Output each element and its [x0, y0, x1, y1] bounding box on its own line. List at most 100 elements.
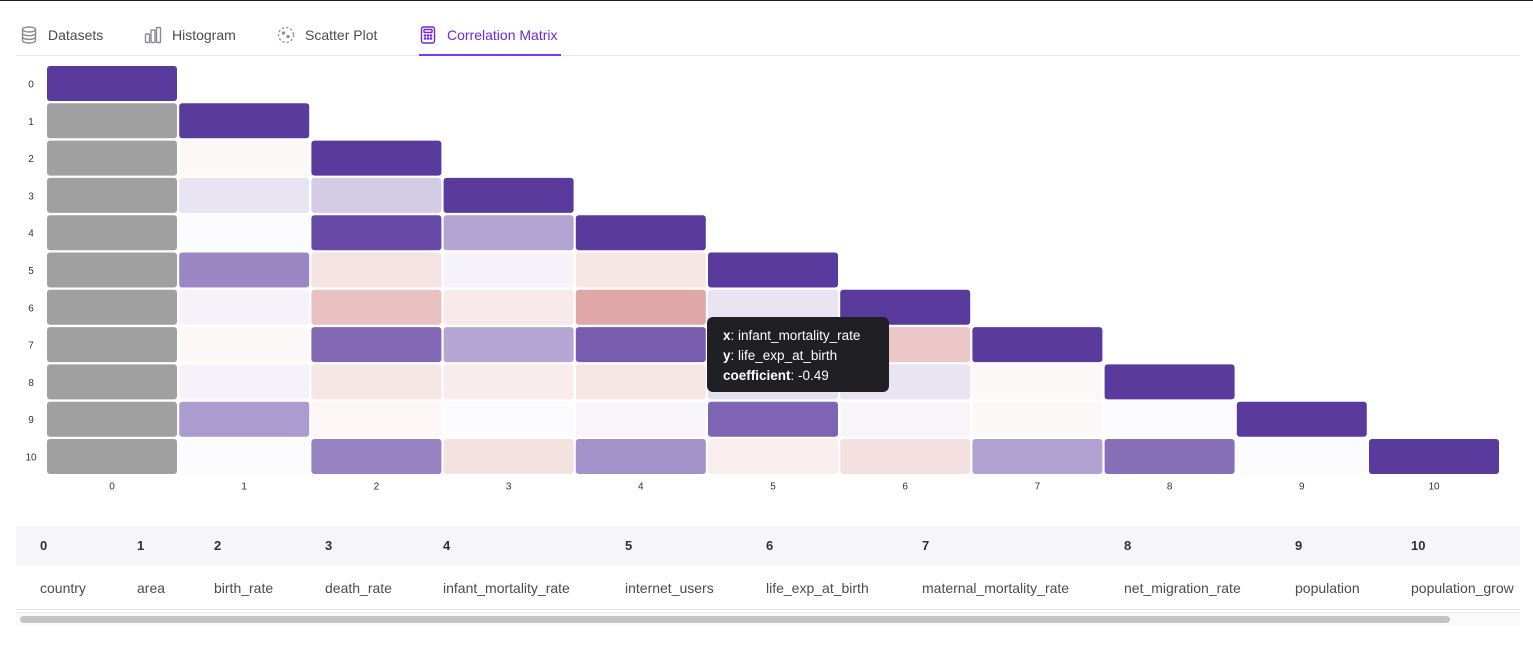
y-tick-label: 6: [28, 303, 34, 314]
tab-histogram[interactable]: Histogram: [144, 14, 236, 55]
heatmap-cell[interactable]: [179, 215, 310, 251]
heatmap-cell[interactable]: [47, 252, 177, 288]
heatmap-cell[interactable]: [311, 401, 442, 437]
heatmap-cell[interactable]: [575, 289, 706, 325]
heatmap-cell[interactable]: [311, 289, 442, 325]
heatmap-cell[interactable]: [311, 439, 442, 474]
heatmap-cell[interactable]: [575, 364, 706, 400]
table-cell: internet_users: [625, 580, 714, 596]
heatmap-cell[interactable]: [311, 327, 442, 363]
heatmap-cell[interactable]: [47, 177, 177, 213]
heatmap-cell[interactable]: [179, 103, 310, 139]
heatmap-cell[interactable]: [575, 252, 706, 288]
heatmap-cell[interactable]: [47, 327, 177, 363]
x-tick-label: 4: [638, 481, 644, 492]
heatmap-cell[interactable]: [972, 439, 1103, 474]
table-cell: maternal_mortality_rate: [922, 580, 1070, 596]
heatmap-cell[interactable]: [443, 439, 574, 474]
x-tick-label: 0: [109, 481, 115, 492]
table-header-cell: 9: [1295, 538, 1303, 553]
heatmap-cell[interactable]: [1104, 401, 1235, 437]
heatmap-cell[interactable]: [47, 289, 177, 325]
x-tick-label: 9: [1299, 481, 1305, 492]
heatmap-cell[interactable]: [443, 401, 574, 437]
heatmap-cell[interactable]: [575, 401, 706, 437]
heatmap-cell[interactable]: [47, 140, 177, 176]
x-tick-label: 2: [374, 481, 380, 492]
heatmap-cell[interactable]: [443, 289, 574, 325]
tooltip-y-line: y: life_exp_at_birth: [723, 348, 838, 363]
heatmap-cell[interactable]: [708, 401, 838, 437]
y-tick-label: 7: [28, 341, 34, 352]
heatmap-cell[interactable]: [972, 327, 1103, 363]
heatmap-cell[interactable]: [311, 252, 442, 288]
y-tick-label: 10: [25, 453, 37, 464]
heatmap-cell[interactable]: [840, 439, 971, 474]
tab-datasets[interactable]: Datasets: [20, 14, 103, 55]
heatmap-cell[interactable]: [443, 215, 574, 251]
heatmap-cell[interactable]: [311, 364, 442, 400]
heatmap-cell[interactable]: [1236, 439, 1367, 474]
heatmap-cell[interactable]: [311, 215, 442, 251]
heatmap-cell[interactable]: [972, 401, 1103, 437]
correlation-heatmap: 0 1 2 3 4 5 6 7 8 9 10 0 1 2 3 4 5 6 7 8 9 10: [0, 56, 1533, 506]
heatmap-cell[interactable]: [179, 252, 310, 288]
heatmap-cell[interactable]: [443, 252, 574, 288]
heatmap-cell[interactable]: [179, 327, 310, 363]
tab-correlation-matrix[interactable]: Correlation Matrix: [419, 14, 562, 56]
heatmap-cell[interactable]: [179, 140, 310, 176]
heatmap-cell[interactable]: [179, 364, 310, 400]
bar-chart-icon: [144, 26, 162, 44]
y-tick-label: 4: [28, 229, 34, 240]
heatmap-cell[interactable]: [443, 364, 574, 400]
y-tick-label: 9: [28, 415, 34, 426]
heatmap-cell[interactable]: [311, 140, 442, 176]
heatmap-cell[interactable]: [1104, 364, 1235, 400]
heatmap-cell[interactable]: [443, 177, 574, 213]
y-tick-label: 5: [28, 266, 34, 277]
table-cell: birth_rate: [214, 580, 274, 596]
table-header-cell: 3: [325, 538, 333, 553]
heatmap-cell[interactable]: [575, 215, 706, 251]
heatmap-cell[interactable]: [47, 103, 177, 139]
tab-label: Scatter Plot: [305, 26, 378, 43]
heatmap-cell[interactable]: [972, 364, 1103, 400]
heatmap-cell[interactable]: [47, 66, 177, 101]
heatmap-cell[interactable]: [47, 401, 177, 437]
tooltip-coefficient-line: coefficient: -0.49: [723, 368, 829, 383]
table-header-cell: 4: [443, 538, 451, 553]
tab-scatter-plot[interactable]: Scatter Plot: [277, 14, 377, 55]
heatmap-cell[interactable]: [708, 252, 838, 288]
heatmap-cell[interactable]: [179, 401, 310, 437]
table-header-cell: 0: [40, 538, 48, 553]
heatmap-cell[interactable]: [47, 364, 177, 400]
heatmap-cell[interactable]: [1236, 401, 1367, 437]
heatmap-cell[interactable]: [179, 177, 310, 213]
table-row: country area birth_rate death_rate infan…: [16, 566, 1520, 610]
heatmap-cell[interactable]: [708, 439, 838, 474]
horizontal-scrollbar[interactable]: [16, 612, 1520, 626]
database-icon: [20, 25, 38, 44]
x-tick-label: 6: [902, 481, 908, 492]
scrollbar-thumb[interactable]: [20, 616, 1450, 623]
heatmap-cell[interactable]: [840, 289, 971, 325]
heatmap-cell[interactable]: [47, 439, 177, 474]
heatmap-cell[interactable]: [179, 289, 310, 325]
heatmap-cell[interactable]: [47, 215, 177, 251]
heatmap-cell[interactable]: [840, 401, 971, 437]
y-tick-label: 2: [28, 154, 34, 165]
heatmap-cell[interactable]: [575, 439, 706, 474]
heatmap-cell[interactable]: [1104, 439, 1235, 474]
table-header-row: 0 1 2 3 4 5 6 7 8 9 10: [16, 526, 1520, 566]
table-cell: death_rate: [325, 580, 392, 596]
x-tick-label: 3: [506, 481, 512, 492]
heatmap-cell[interactable]: [575, 327, 706, 363]
table-header-cell: 7: [922, 538, 930, 553]
heatmap-cell[interactable]: [443, 327, 574, 363]
table-cell: net_migration_rate: [1124, 580, 1241, 596]
tab-label: Correlation Matrix: [447, 26, 558, 43]
heatmap-cell[interactable]: [179, 439, 310, 474]
heatmap-cell[interactable]: [708, 289, 838, 325]
heatmap-cell[interactable]: [311, 177, 442, 213]
heatmap-cell[interactable]: [1369, 439, 1499, 474]
